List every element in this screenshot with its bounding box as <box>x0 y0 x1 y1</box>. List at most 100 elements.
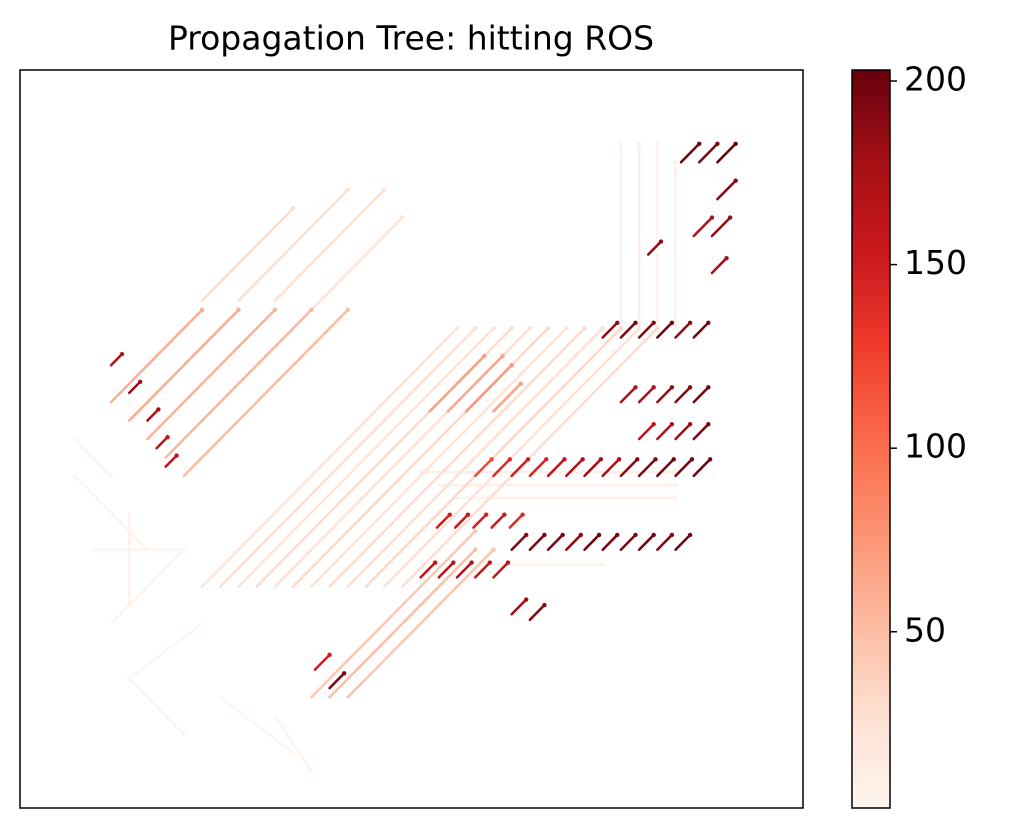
edge-head <box>156 407 161 412</box>
tree-edge <box>674 321 692 339</box>
tree-edge <box>656 422 674 441</box>
tree-edge <box>716 179 737 201</box>
colorbar-tick-label: 100 <box>904 427 967 466</box>
tree-edge <box>601 458 621 478</box>
edge-head <box>673 495 678 501</box>
edge-head <box>687 532 693 538</box>
edge-head <box>618 141 624 146</box>
edge-head <box>706 320 711 325</box>
tree-edge <box>528 533 546 551</box>
edge-head <box>689 457 695 462</box>
tree-edge <box>619 533 637 551</box>
tree-edge <box>492 561 510 579</box>
tree-edge <box>382 327 641 588</box>
tree-edge <box>328 672 346 690</box>
tree-edge <box>583 458 603 478</box>
tree-edge <box>656 533 674 551</box>
tree-edge <box>674 386 692 404</box>
edge-head <box>327 652 332 658</box>
tree-edge <box>473 458 493 478</box>
tree-edge <box>637 386 655 404</box>
tree-edge <box>528 603 546 622</box>
edge-head <box>562 457 567 462</box>
edge-head <box>165 434 170 440</box>
edge-head <box>615 532 620 538</box>
tree-edge <box>200 207 295 302</box>
edge-head <box>673 160 678 165</box>
edge-head <box>582 326 587 331</box>
edge-head <box>687 320 693 325</box>
tree-edge <box>508 513 524 529</box>
edge-head <box>633 532 638 538</box>
edge-head <box>651 385 656 390</box>
edge-head <box>671 457 676 462</box>
tree-edge <box>146 408 160 422</box>
edge-head <box>724 255 729 261</box>
edge-head <box>673 482 678 488</box>
edge-head <box>432 560 438 565</box>
tree-edge <box>492 458 512 478</box>
edge-head <box>580 457 585 462</box>
tree-edge <box>710 216 732 238</box>
edge-head <box>733 141 738 146</box>
edge-head <box>482 353 487 359</box>
edge-head <box>727 215 733 220</box>
edge-head <box>687 422 693 427</box>
edge-head <box>706 422 711 427</box>
edge-head <box>669 422 675 427</box>
edge-head <box>454 326 460 331</box>
tree-edge <box>619 386 637 404</box>
edge-head <box>527 326 533 331</box>
tree-edge <box>73 474 149 551</box>
edge-head <box>345 307 350 313</box>
edge-head <box>502 512 507 517</box>
edge-head <box>598 457 604 462</box>
edge-head <box>542 602 547 608</box>
tree-edge <box>464 363 513 413</box>
edge-head <box>524 597 529 602</box>
tree-edge <box>401 548 495 644</box>
edge-head <box>653 457 658 462</box>
tree-edge <box>692 458 712 478</box>
edge-head <box>290 206 296 211</box>
edge-head <box>618 326 624 331</box>
edge-head <box>669 532 675 538</box>
tree-edge <box>455 561 473 579</box>
edge-head <box>447 512 452 517</box>
edge-head <box>451 560 456 565</box>
tree-edge <box>310 216 404 312</box>
tree-edge <box>428 354 486 413</box>
tree-edge <box>692 422 710 441</box>
tree-edge <box>328 327 586 588</box>
edge-head <box>544 457 549 462</box>
edge-head <box>635 457 640 462</box>
tree-edge <box>565 533 583 551</box>
edge-head <box>616 457 622 462</box>
edge-head <box>715 141 720 146</box>
colorbar-tick-label: 200 <box>904 60 967 99</box>
tree-edge <box>679 142 701 164</box>
edge-head <box>181 732 187 737</box>
edge-head <box>542 532 547 538</box>
edge-head <box>505 560 511 565</box>
edge-head <box>507 457 513 462</box>
tree-edge <box>565 458 584 478</box>
tree-edge <box>490 513 506 529</box>
tree-edge <box>637 422 655 441</box>
tree-edge <box>401 327 659 588</box>
edge-head <box>560 532 565 538</box>
edge-head <box>491 326 496 331</box>
edge-head <box>600 562 605 567</box>
tree-edge <box>601 321 619 339</box>
tree-edge <box>674 533 692 551</box>
tree-edge <box>510 458 530 478</box>
tree-edge <box>128 380 142 395</box>
tree-edge <box>73 437 113 478</box>
edge-head <box>669 320 675 325</box>
edge-head <box>669 385 675 390</box>
tree-edge <box>128 622 204 681</box>
edge-head <box>127 602 132 608</box>
tree-edge <box>619 458 639 478</box>
tree-edge <box>472 513 488 529</box>
